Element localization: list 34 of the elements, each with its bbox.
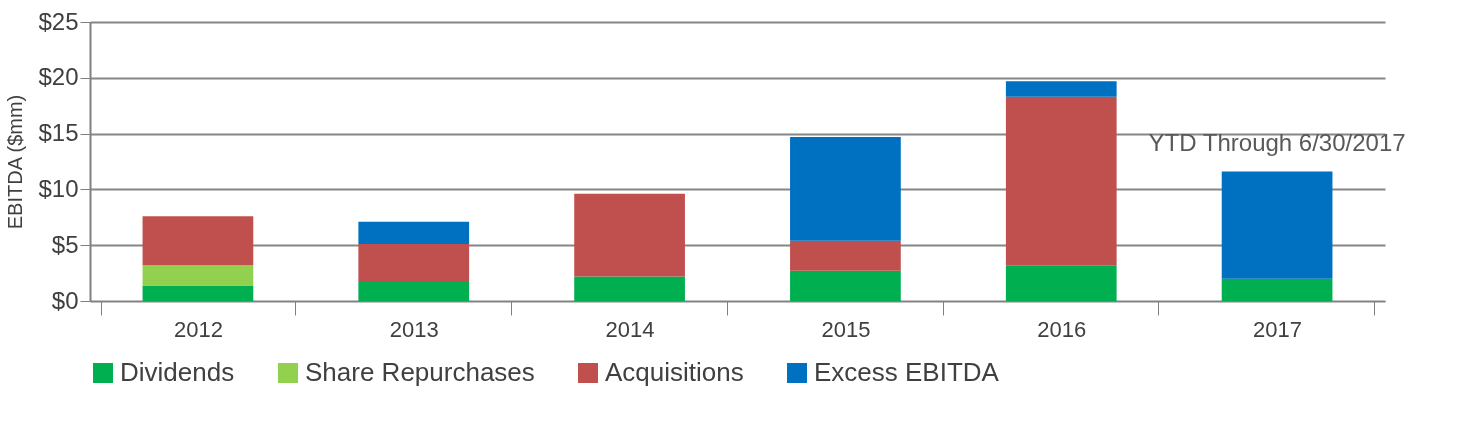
bar [142,285,254,301]
bar [790,270,901,301]
x-tick-label: 2015 [821,316,871,342]
bar [358,280,470,301]
legend-label: Share Repurchases [305,357,535,387]
bar [1005,96,1117,266]
bar [790,136,901,241]
bar [574,193,685,277]
y-tick-label: $0 [51,286,79,314]
bar [790,240,901,271]
x-tick-label: 2013 [389,316,439,342]
x-tick-label: 2016 [1037,316,1087,342]
bar [358,221,470,245]
legend-label: Excess EBITDA [814,357,1000,387]
annotation: YTD Through 6/30/2017 [1148,128,1406,156]
legend-label: Dividends [120,357,235,387]
bar [1005,81,1117,97]
legend-label: Acquisitions [605,357,744,387]
bar [1221,171,1333,279]
bar [142,216,254,266]
y-tick-label: $20 [38,63,79,91]
bar [574,276,685,301]
y-tick-label: $10 [38,174,79,202]
x-tick-label: 2017 [1253,316,1303,342]
bar [358,244,470,281]
bar [1005,265,1117,301]
y-tick-label: $15 [38,119,79,147]
y-axis-title: EBITDA ($mm) [4,94,27,230]
x-tick-label: 2012 [173,316,223,342]
bar [1221,278,1333,301]
bar [142,265,254,286]
y-tick-label: $5 [51,230,79,258]
x-tick-label: 2014 [605,316,655,342]
y-tick-label: $25 [38,7,79,35]
